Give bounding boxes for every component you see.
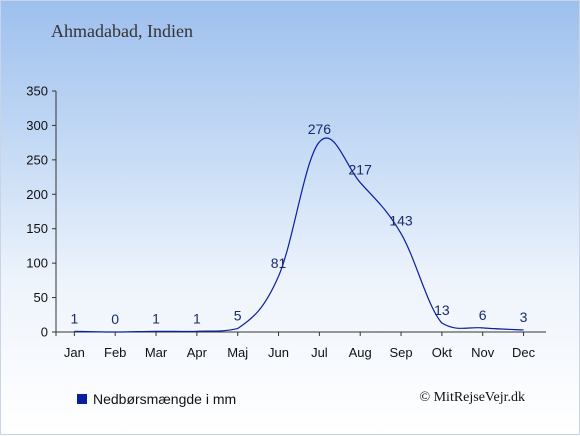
y-tick-label: 250 xyxy=(26,152,48,167)
chart-title: Ahmadabad, Indien xyxy=(51,21,193,41)
x-tick-label: Maj xyxy=(227,345,248,360)
data-label: 0 xyxy=(111,311,119,327)
data-label: 5 xyxy=(234,308,242,324)
y-tick-label: 150 xyxy=(26,221,48,236)
x-tick-label: Feb xyxy=(104,345,126,360)
x-tick-label: Okt xyxy=(432,345,453,360)
x-tick-label: Jun xyxy=(268,345,289,360)
credit-text: © MitRejseVejr.dk xyxy=(419,390,525,405)
y-tick-label: 350 xyxy=(26,84,48,99)
x-tick-label: Apr xyxy=(187,345,208,360)
y-tick-label: 50 xyxy=(34,290,48,305)
data-label: 143 xyxy=(389,213,413,229)
y-tick-label: 300 xyxy=(26,118,48,133)
legend-swatch xyxy=(77,394,87,404)
x-tick-label: Mar xyxy=(145,345,168,360)
x-tick-label: Sep xyxy=(389,345,412,360)
y-tick-label: 200 xyxy=(26,187,48,202)
data-label: 1 xyxy=(193,310,201,326)
x-tick-label: Nov xyxy=(471,345,495,360)
data-label: 81 xyxy=(271,255,287,271)
data-label: 6 xyxy=(479,307,487,323)
data-label: 1 xyxy=(152,310,160,326)
data-label: 276 xyxy=(308,121,332,137)
legend: Nedbørsmængde i mm xyxy=(77,391,236,407)
x-tick-label: Dec xyxy=(512,345,536,360)
legend-label: Nedbørsmængde i mm xyxy=(93,391,237,407)
data-label: 1 xyxy=(70,310,78,326)
data-label: 13 xyxy=(434,302,450,318)
y-tick-label: 100 xyxy=(26,256,48,271)
x-tick-label: Jul xyxy=(311,345,328,360)
data-label: 3 xyxy=(520,309,528,325)
x-tick-label: Aug xyxy=(349,345,372,360)
x-tick-label: Jan xyxy=(64,345,85,360)
y-tick-label: 0 xyxy=(41,325,48,340)
data-label: 217 xyxy=(349,162,373,178)
series-line xyxy=(74,137,524,333)
